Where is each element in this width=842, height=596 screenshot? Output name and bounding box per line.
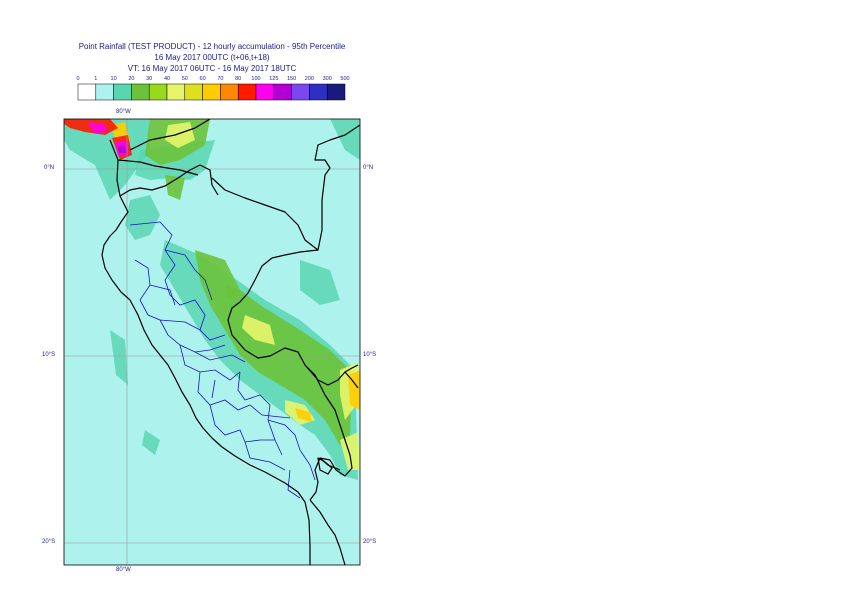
legend-threshold-label: 50 [182, 76, 188, 82]
admin-boundaries [129, 221, 316, 499]
legend-threshold-label: 40 [164, 76, 170, 82]
legend-threshold-label: 200 [305, 76, 314, 82]
right-latitude-label-20s: 20°S [363, 539, 377, 545]
graticule [64, 119, 360, 565]
validity-time-label: VT: 16 May 2017 06UTC - 16 May 2017 18UT… [127, 64, 297, 73]
bottom-longitude-label: 80°W [116, 567, 131, 573]
legend-threshold-label: 1 [94, 76, 97, 82]
left-latitude-label-10s: 10°S [42, 352, 56, 358]
legend-threshold-label: 10 [111, 76, 117, 82]
country-borders [101, 119, 360, 565]
right-latitude-label-10s: 10°S [363, 352, 377, 358]
legend-threshold-label: 125 [269, 76, 278, 82]
right-latitude-label-0: 0°N [363, 165, 374, 171]
legend-threshold-label: 300 [323, 76, 332, 82]
legend-threshold-label: 0 [76, 76, 79, 82]
base-time-label: 16 May 2017 00UTC (t+06,t+18) [154, 53, 270, 62]
chart-title: Point Rainfall (TEST PRODUCT) - 12 hourl… [78, 42, 346, 51]
map-frame [63, 118, 361, 566]
legend-threshold-label: 30 [146, 76, 152, 82]
legend-threshold-label: 80 [235, 76, 241, 82]
legend-threshold-label: 150 [287, 76, 296, 82]
legend-threshold-label: 100 [251, 76, 260, 82]
left-latitude-label-0: 0°N [44, 165, 55, 171]
top-longitude-label: 80°W [116, 109, 131, 115]
legend-threshold-label: 60 [200, 76, 206, 82]
left-latitude-label-20s: 20°S [42, 539, 56, 545]
legend-threshold-label: 20 [128, 76, 134, 82]
legend-threshold-label: 70 [217, 76, 223, 82]
color-legend: 0 1 10 20 30 40 50 60 70 80 100 125 150 200 300 500 [76, 76, 350, 101]
legend-threshold-label: 500 [340, 76, 349, 82]
legend-swatch [326, 83, 346, 101]
rainfall-field [64, 119, 360, 480]
